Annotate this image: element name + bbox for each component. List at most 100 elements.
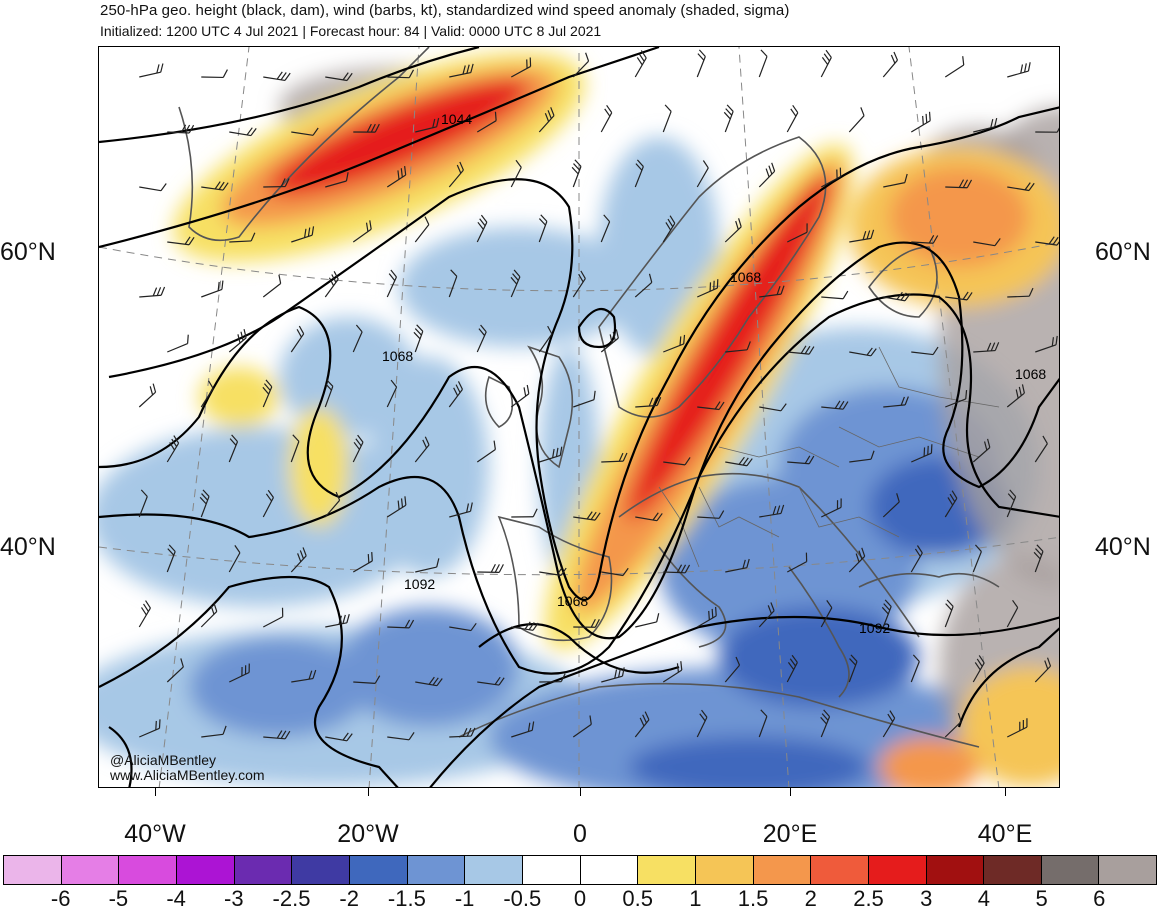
wind-barb bbox=[662, 104, 672, 133]
wind-barb bbox=[415, 558, 440, 573]
wind-barb bbox=[538, 214, 548, 243]
wind-barb bbox=[414, 216, 430, 243]
wind-barb bbox=[138, 600, 151, 628]
wind-barb bbox=[601, 452, 628, 463]
wind-barb bbox=[571, 159, 582, 188]
wind-barb bbox=[291, 669, 317, 683]
wind-barb bbox=[262, 489, 274, 518]
wind-barb bbox=[882, 493, 900, 518]
contour-label: 1044 bbox=[441, 111, 472, 127]
wind-barb bbox=[1007, 62, 1031, 78]
wind-barb bbox=[167, 236, 195, 246]
weather-map: 1044 1068 1068 1068 1092 1068 1092 bbox=[98, 46, 1060, 788]
colorbar-swatch bbox=[4, 856, 62, 884]
colorbar-labels: -6 -5 -4 -3 -2.5 -2 -1.5 -1 -0.5 0 0.5 1 1.5 2 2.5 3 4 5 6 bbox=[3, 886, 1157, 912]
colorbar-swatch bbox=[580, 856, 639, 884]
contour-labels: 1044 1068 1068 1068 1092 1068 1092 bbox=[382, 111, 1046, 636]
wind-barb bbox=[415, 676, 443, 687]
wind-barb bbox=[759, 504, 785, 518]
contour-label: 1092 bbox=[859, 620, 890, 636]
wind-barb bbox=[201, 725, 227, 738]
axis-tick bbox=[155, 788, 156, 796]
colorbar bbox=[3, 855, 1157, 885]
wind-barb bbox=[229, 663, 250, 683]
wind-barb bbox=[325, 172, 349, 188]
wind-barb bbox=[201, 69, 228, 79]
colorbar-label: -2 bbox=[339, 886, 359, 911]
wind-barb bbox=[139, 286, 166, 298]
contour-label: 1068 bbox=[1015, 366, 1046, 382]
wind-barb bbox=[786, 552, 808, 573]
wind-barb bbox=[663, 334, 686, 353]
wind-barb bbox=[448, 269, 458, 298]
wind-barb bbox=[387, 732, 415, 741]
wind-barb bbox=[848, 654, 858, 683]
wind-barb bbox=[945, 291, 973, 301]
wind-barb bbox=[291, 226, 315, 243]
colorbar-swatch bbox=[638, 856, 696, 884]
wind-barb bbox=[324, 271, 339, 298]
wind-barb bbox=[663, 564, 691, 574]
wind-barb bbox=[352, 434, 364, 463]
colorbar-swatch bbox=[465, 856, 523, 884]
wind-barb bbox=[821, 498, 842, 518]
wind-barb bbox=[262, 379, 273, 408]
wind-barb bbox=[945, 390, 968, 408]
wind-barb bbox=[1006, 599, 1019, 628]
wind-barb bbox=[662, 661, 683, 683]
wind-barb bbox=[290, 434, 300, 463]
wind-barb bbox=[724, 656, 741, 683]
wind-barb bbox=[510, 269, 521, 298]
wind-barb bbox=[911, 234, 939, 244]
wind-barb bbox=[449, 727, 476, 738]
wind-barb bbox=[787, 223, 808, 243]
wind-barb bbox=[882, 51, 899, 78]
colorbar-label: 2 bbox=[804, 886, 817, 911]
wind-barb bbox=[821, 290, 849, 300]
wind-barb bbox=[787, 455, 815, 465]
colorbar-label: -1.5 bbox=[387, 886, 426, 911]
wind-barb bbox=[945, 179, 973, 189]
wind-barb bbox=[291, 127, 319, 136]
wind-barb bbox=[634, 50, 647, 78]
wind-barb bbox=[290, 547, 307, 573]
anomaly-shading bbox=[99, 52, 1059, 787]
wind-barb bbox=[849, 450, 875, 463]
wind-barb bbox=[386, 496, 407, 518]
wind-barb bbox=[725, 341, 751, 353]
colorbar-label: 0.5 bbox=[622, 886, 653, 911]
wind-barb bbox=[944, 56, 965, 78]
wind-barb bbox=[758, 162, 776, 188]
wind-barb bbox=[263, 730, 291, 740]
wind-barb bbox=[849, 229, 875, 243]
colorbar-swatch bbox=[61, 856, 120, 884]
wind-barb bbox=[635, 397, 662, 408]
latitude-label-60n-left: 60°N bbox=[0, 238, 56, 266]
longitude-label-40w: 40°W bbox=[124, 820, 186, 848]
colorbar-label: -5 bbox=[108, 886, 129, 911]
wind-barb bbox=[387, 69, 415, 79]
wind-barb bbox=[448, 381, 463, 408]
wind-barb bbox=[697, 279, 719, 298]
wind-barb bbox=[944, 599, 954, 628]
wind-barb bbox=[511, 621, 539, 631]
colorbar-label: -3 bbox=[224, 886, 244, 911]
wind-barb bbox=[138, 489, 148, 518]
longitude-label-20w: 20°W bbox=[337, 820, 399, 848]
wind-barb bbox=[138, 383, 157, 408]
wind-barb bbox=[476, 440, 496, 463]
wind-barb bbox=[1035, 123, 1059, 133]
wind-barb bbox=[973, 238, 1001, 247]
wind-barb bbox=[448, 161, 464, 188]
wind-barb bbox=[386, 269, 398, 298]
wind-barb bbox=[413, 324, 424, 353]
wind-barb bbox=[881, 599, 892, 628]
wind-barb bbox=[476, 111, 497, 133]
wind-barb bbox=[821, 400, 849, 410]
wind-barb bbox=[538, 325, 553, 353]
wind-barb bbox=[758, 602, 775, 628]
longitude-label-0: 0 bbox=[573, 820, 587, 848]
wind-barb bbox=[352, 551, 373, 573]
wind-barb bbox=[697, 401, 725, 411]
wind-barb bbox=[386, 165, 407, 188]
